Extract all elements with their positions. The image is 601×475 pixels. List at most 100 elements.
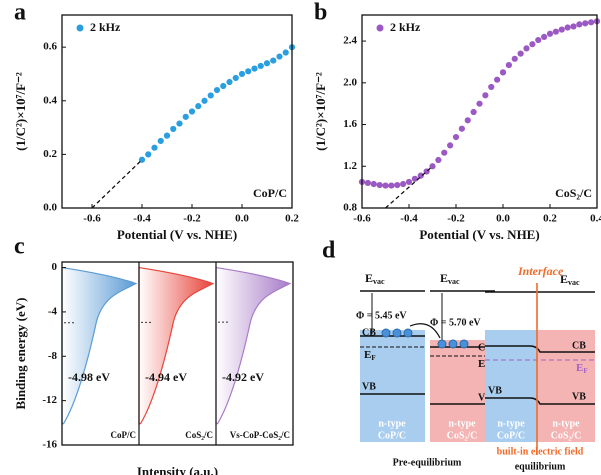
data-point [163, 132, 171, 139]
data-point [429, 163, 436, 170]
y-axis-label: (1/C²)×10⁷/F⁻² [313, 72, 328, 151]
data-point [176, 120, 183, 127]
data-point [452, 133, 460, 141]
data-point [529, 41, 536, 48]
panel-label: b [314, 0, 327, 26]
data-point [276, 53, 283, 60]
data-point [417, 172, 424, 179]
data-point [499, 69, 507, 76]
data-point [435, 156, 442, 164]
x-tick-label: 0.4 [590, 213, 601, 225]
data-point [588, 19, 595, 26]
x-tick-label: 0.0 [235, 213, 249, 225]
data-point [546, 30, 554, 37]
plot-frame [61, 261, 294, 446]
data-point [535, 36, 542, 44]
x-tick-label: -0.4 [400, 213, 418, 225]
data-point [494, 76, 501, 83]
cb-label: CB [362, 327, 376, 338]
cb-label: CB [572, 340, 586, 351]
material-name: CoS₂/C [447, 430, 478, 441]
vb-label: VB [572, 391, 586, 402]
y-tick-label: 0.4 [43, 94, 57, 106]
cos2-block [537, 330, 595, 442]
y-tick-label: 0.8 [343, 202, 357, 214]
data-point [447, 142, 454, 149]
category-label: Vs-CoP-CoS₂/C [230, 430, 290, 440]
cop-block [360, 330, 425, 442]
material-type: n-type [378, 418, 406, 429]
field-label: built-in electric field [497, 446, 584, 457]
panel-label: d [322, 238, 336, 264]
data-point [541, 33, 548, 41]
vac-label: Evac [365, 271, 385, 286]
material-type: n-type [497, 418, 525, 429]
x-tick-label: 0.2 [543, 213, 557, 225]
x-tick-label: -0.4 [133, 213, 151, 225]
data-point [464, 117, 471, 124]
panel-label: a [14, 0, 26, 26]
x-tick-label: -0.6 [353, 213, 371, 225]
cb-line [485, 345, 595, 353]
data-point [257, 62, 264, 70]
transfer-arrow [409, 323, 441, 339]
annotation: CoP/C [253, 186, 287, 200]
dos-area [138, 266, 215, 425]
y-tick-label: 0.6 [43, 41, 57, 53]
y-tick-label: -4 [48, 305, 58, 317]
stage-label: equilibrium [515, 461, 566, 472]
category-label: CoP/C [111, 430, 137, 440]
data-point [576, 21, 583, 28]
material-type: n-type [552, 418, 580, 429]
data-point [232, 74, 239, 82]
x-tick-label: -0.6 [83, 213, 101, 225]
vac-label: Evac [560, 272, 580, 287]
x-axis-label: Intensity (a.u.) [137, 464, 218, 475]
data-point [364, 179, 371, 187]
data-point [582, 20, 589, 27]
plot-frame [361, 14, 598, 209]
data-point [482, 92, 489, 99]
data-point [388, 182, 395, 189]
interface-label: Interface [517, 264, 564, 278]
value-label: -4.98 eV [68, 370, 110, 384]
y-tick-label: 1.2 [343, 160, 357, 172]
legend-marker [76, 24, 84, 32]
y-tick-label: 2.0 [343, 76, 357, 88]
panel-label: c [14, 234, 25, 260]
data-point [476, 100, 483, 107]
value-label: -4.94 eV [145, 370, 187, 384]
data-point [488, 83, 495, 91]
y-axis-label: Binding energy (eV) [13, 298, 28, 410]
data-point [220, 82, 227, 90]
data-point [251, 65, 258, 72]
phi-label: Φ = 5.70 eV [430, 317, 481, 328]
fit-line [91, 159, 143, 209]
y-tick-label: 0.2 [43, 148, 57, 160]
legend-label: 2 kHz [390, 20, 421, 34]
data-point [382, 182, 389, 189]
x-tick-label: -0.2 [183, 213, 201, 225]
data-point [170, 125, 177, 133]
x-tick-label: 0.2 [285, 213, 299, 225]
data-point [151, 144, 158, 151]
data-point [405, 178, 413, 186]
y-tick-label: 1.6 [343, 118, 357, 130]
data-point [564, 24, 571, 31]
value-label: -4.92 eV [222, 370, 264, 384]
data-point [245, 68, 252, 75]
material-type: n-type [448, 418, 476, 429]
data-point [470, 108, 477, 116]
y-tick-label: 2.4 [343, 35, 357, 47]
material-name: CoP/C [497, 430, 525, 441]
y-tick-label: 0.0 [43, 202, 57, 214]
data-point [207, 92, 214, 99]
band-diagram: d Evac Evac Φ = 5.45 eV Φ = 5.70 eV CB E… [322, 238, 595, 472]
vb-line [485, 397, 595, 405]
charts: -0.6 -0.4 -0.2 0.0 0.2 2 kHz CoP/C 0.0 0.2 0.4 0.6… [13, 0, 601, 475]
y-tick-label: -8 [48, 350, 58, 362]
ef-label: EF [364, 349, 376, 362]
data-point [570, 23, 577, 30]
plot-frame [61, 14, 293, 209]
